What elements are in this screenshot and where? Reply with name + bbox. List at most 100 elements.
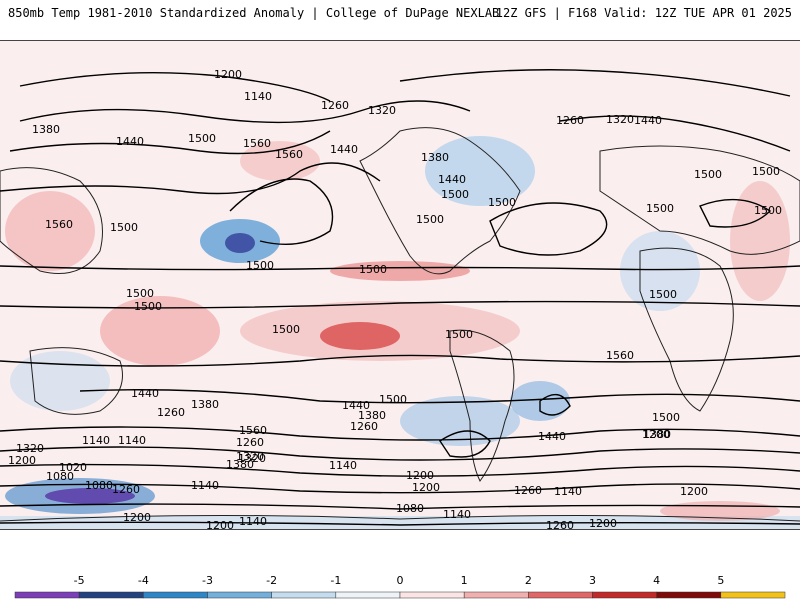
contour-label: 1080 xyxy=(396,502,424,515)
contour-label: 1560 xyxy=(45,218,73,231)
contour-label: 1140 xyxy=(118,434,146,447)
colorbar-tick-label: -2 xyxy=(266,574,277,587)
contour-label: 1200 xyxy=(214,68,242,81)
colorbar-tick-label: -4 xyxy=(138,574,149,587)
contour-label: 1380 xyxy=(191,398,219,411)
contour-label: 1260 xyxy=(321,99,349,112)
contour-label: 1500 xyxy=(416,213,444,226)
contour-label: 1380 xyxy=(643,428,671,441)
model-run-info: 12Z GFS | F168 Valid: 12Z TUE APR 01 202… xyxy=(495,6,792,20)
contour-label: 1500 xyxy=(488,196,516,209)
contour-label: 1500 xyxy=(752,165,780,178)
contour-label: 1500 xyxy=(694,168,722,181)
contour-label: 1500 xyxy=(359,263,387,276)
colorbar-canvas: -5 -4 -3 -2 -1 0 1 2 3 4 5 xyxy=(14,574,786,599)
contour-label: 1200 xyxy=(680,485,708,498)
colorbar-tick-label: -1 xyxy=(330,574,341,587)
colorbar-segment xyxy=(592,591,657,599)
contour-label: 1500 xyxy=(126,287,154,300)
contour-label: 1140 xyxy=(443,508,471,521)
colorbar-tick-label: 2 xyxy=(525,574,532,587)
colorbar-segment xyxy=(207,591,272,599)
height-contours xyxy=(0,69,800,526)
contour-label: 1440 xyxy=(342,399,370,412)
map-title: 850mb Temp 1981-2010 Standardized Anomal… xyxy=(8,6,500,20)
contour-label: 1440 xyxy=(330,143,358,156)
contour-label: 1560 xyxy=(606,349,634,362)
colorbar-segment xyxy=(656,591,722,599)
colorbar-tick-label: 0 xyxy=(397,574,404,587)
contour-label: 1500 xyxy=(754,204,782,217)
contour-label: 1260 xyxy=(546,519,574,530)
contour-label: 1140 xyxy=(82,434,110,447)
contour-label: 1380 xyxy=(226,458,254,471)
contour-label: 1500 xyxy=(134,300,162,313)
colorbar: -5 -4 -3 -2 -1 0 1 2 3 4 5 xyxy=(0,560,800,600)
coastlines xyxy=(0,127,800,522)
contour-label: 1200 xyxy=(589,517,617,530)
contour-label: 1560 xyxy=(239,424,267,437)
contour-label: 1320 xyxy=(606,113,634,126)
contour-label: 1320 xyxy=(236,450,264,463)
contour-label: 1560 xyxy=(275,148,303,161)
contour-label: 1500 xyxy=(649,288,677,301)
contour-label: 1440 xyxy=(438,173,466,186)
contour-label: 1440 xyxy=(538,430,566,443)
contour-label: 1380 xyxy=(358,409,386,422)
contour-label: 1200 xyxy=(406,469,434,482)
contour-label: 1260 xyxy=(350,420,378,433)
contour-label: 1140 xyxy=(239,515,267,528)
colorbar-segment xyxy=(528,591,593,599)
contour-label: 1140 xyxy=(329,459,357,472)
contour-label: 1500 xyxy=(445,328,473,341)
contour-label: 1500 xyxy=(188,132,216,145)
contour-label: 1500 xyxy=(246,259,274,272)
colorbar-tick-label: -3 xyxy=(202,574,213,587)
colorbar-segment xyxy=(143,591,208,599)
contour-label: 1140 xyxy=(191,479,219,492)
contour-label: 1200 xyxy=(206,519,234,530)
contour-label: 1500 xyxy=(441,188,469,201)
contour-label: 1200 xyxy=(123,511,151,524)
contour-label: 1500 xyxy=(379,393,407,406)
contour-label: 1260 xyxy=(514,484,542,497)
contour-label: 1440 xyxy=(116,135,144,148)
contour-label: 1260 xyxy=(236,436,264,449)
contour-label: 1440 xyxy=(634,114,662,127)
contour-label: 1500 xyxy=(272,323,300,336)
contour-label: 1320 xyxy=(368,104,396,117)
colorbar-segment xyxy=(271,591,337,599)
contour-label: 1200 xyxy=(8,454,36,467)
contour-label: 1440 xyxy=(131,387,159,400)
colorbar-tick-label: 4 xyxy=(653,574,660,587)
contour-label: 1320 xyxy=(238,452,266,465)
contour-label: 1260 xyxy=(112,483,140,496)
colorbar-tick-label: 5 xyxy=(717,574,724,587)
anomaly-map[interactable]: 1200 1140 1260 1320 1380 1440 1500 1560 1380 1260… xyxy=(0,40,800,530)
contour-label: 1200 xyxy=(642,428,670,441)
colorbar-tick-label: -5 xyxy=(74,574,85,587)
contour-label: 1080 xyxy=(85,479,113,492)
colorbar-tick-label: 3 xyxy=(589,574,596,587)
colorbar-segment xyxy=(78,591,144,599)
colorbar-segment xyxy=(399,591,465,599)
contour-label: 1380 xyxy=(421,151,449,164)
colorbar-segment xyxy=(14,591,80,599)
contour-label: 1320 xyxy=(16,442,44,455)
contour-label: 1020 xyxy=(59,461,87,474)
contour-label: 1260 xyxy=(157,406,185,419)
contour-label: 1080 xyxy=(46,470,74,483)
contour-label: 1380 xyxy=(32,123,60,136)
colorbar-segment xyxy=(335,591,401,599)
contour-label: 1140 xyxy=(554,485,582,498)
contour-label: 1140 xyxy=(244,90,272,103)
colorbar-segment xyxy=(720,591,786,599)
contour-label: 1500 xyxy=(646,202,674,215)
contour-label: 1560 xyxy=(243,137,271,150)
contour-label: 1500 xyxy=(110,221,138,234)
colorbar-tick-label: 1 xyxy=(461,574,468,587)
contour-label: 1200 xyxy=(412,481,440,494)
colorbar-segment xyxy=(463,591,529,599)
